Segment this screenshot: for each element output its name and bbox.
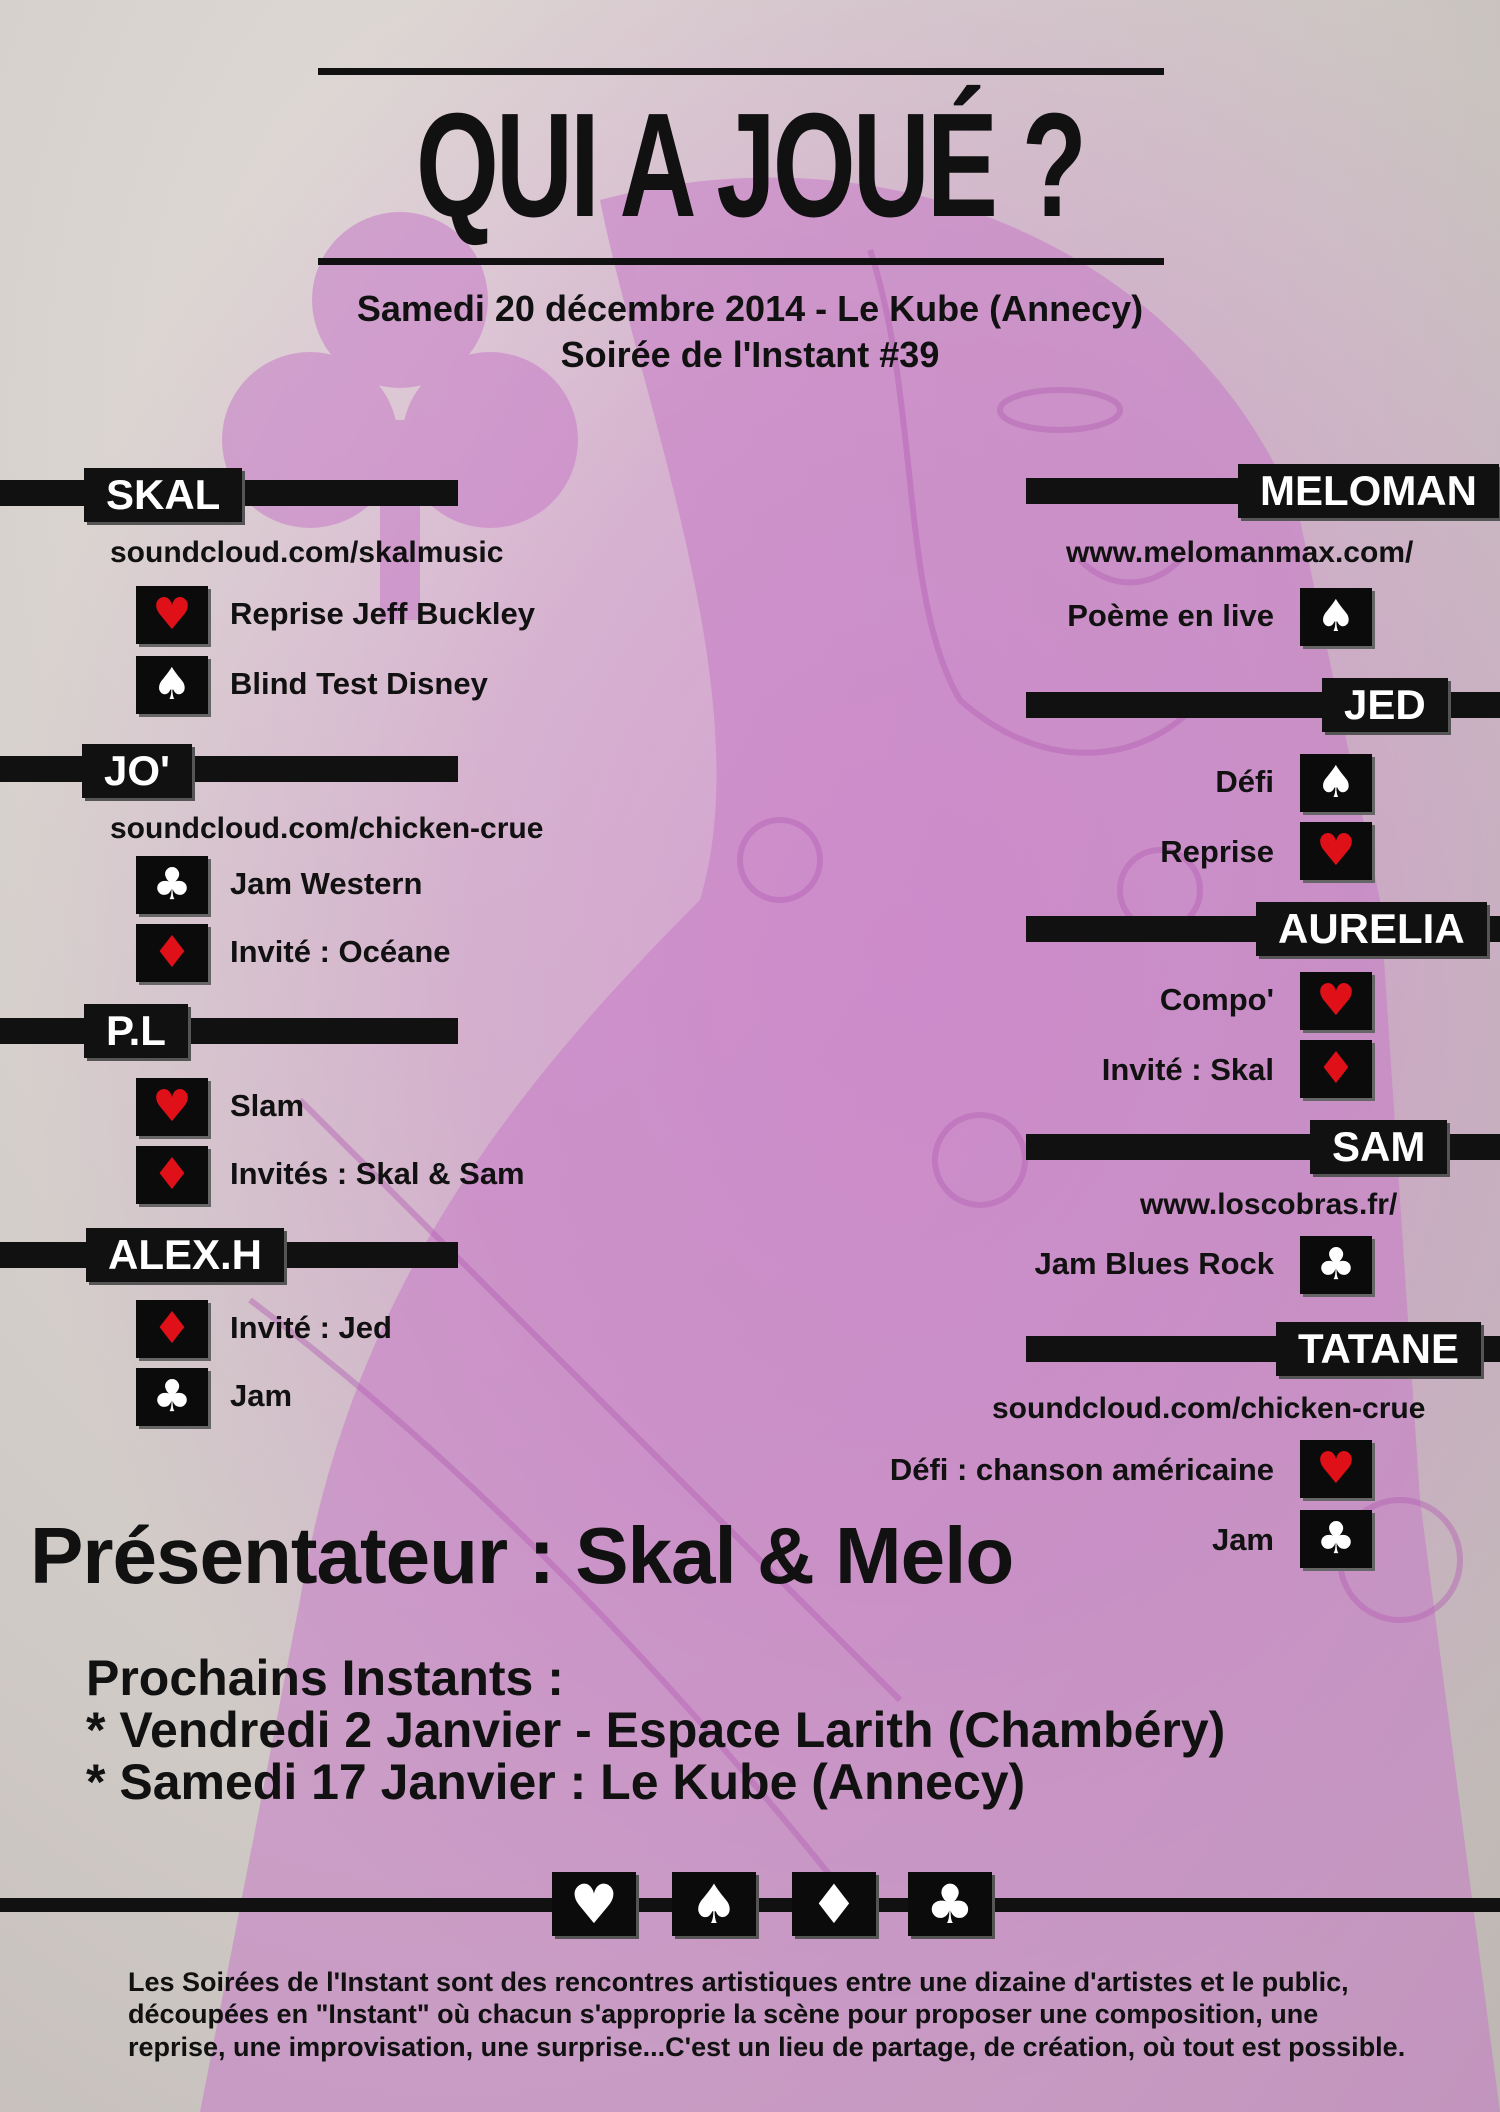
artist-name-meloman: MELOMAN (1238, 464, 1499, 518)
spade-icon: ♠ (1300, 588, 1372, 646)
club-icon: ♣ (908, 1872, 992, 1936)
diamond-icon: ♦ (792, 1872, 876, 1936)
next-events-heading: Prochains Instants : (86, 1650, 564, 1706)
act-label: Blind Test Disney (230, 666, 488, 701)
footer-description: Les Soirées de l'Instant sont des rencon… (128, 1967, 1406, 2062)
artist-link-sam[interactable]: www.loscobras.fr/ (1140, 1188, 1398, 1221)
spade-icon: ♠ (1300, 754, 1372, 812)
club-icon: ♣ (1300, 1510, 1372, 1568)
diamond-icon: ♦ (136, 924, 208, 982)
artist-link-skal[interactable]: soundcloud.com/skalmusic (110, 536, 504, 569)
artist-link-tatane[interactable]: soundcloud.com/chicken-crue (992, 1392, 1426, 1425)
act-label: Slam (230, 1088, 305, 1123)
spade-icon: ♠ (672, 1872, 756, 1936)
artist-name-jed: JED (1322, 678, 1448, 732)
artist-name-alexh: ALEX.H (86, 1228, 285, 1282)
club-icon: ♣ (136, 1368, 208, 1426)
act-label: Jam (1211, 1522, 1274, 1557)
event-date: Samedi 20 décembre 2014 - Le Kube (Annec… (356, 288, 1144, 329)
next-event-item: * Vendredi 2 Janvier - Espace Larith (Ch… (86, 1702, 1226, 1758)
act-label: Défi (1215, 764, 1274, 799)
event-edition: Soirée de l'Instant #39 (560, 334, 940, 375)
artist-bar (0, 1018, 458, 1044)
heart-icon: ♥ (552, 1872, 636, 1936)
act-label: Reprise (1160, 834, 1274, 869)
diamond-icon: ♦ (136, 1146, 208, 1204)
artist-name-sam: SAM (1310, 1120, 1448, 1174)
act-label: Défi : chanson américaine (889, 1452, 1274, 1487)
heart-icon: ♥ (1300, 822, 1372, 880)
artist-bar (0, 756, 458, 782)
artist-link-jo[interactable]: soundcloud.com/chicken-crue (110, 812, 544, 845)
club-icon: ♣ (1300, 1236, 1372, 1294)
heart-icon: ♥ (1300, 972, 1372, 1030)
artist-name-tatane: TATANE (1276, 1322, 1481, 1376)
act-label: Compo' (1159, 982, 1274, 1017)
act-label: Reprise Jeff Buckley (230, 596, 535, 631)
diamond-icon: ♦ (136, 1300, 208, 1358)
artist-name-jo: JO' (82, 744, 193, 798)
heart-icon: ♥ (136, 1078, 208, 1136)
artist-name-pl: P.L (84, 1004, 188, 1058)
act-label: Jam Western (230, 866, 423, 901)
act-label: Invité : Skal (1101, 1052, 1274, 1087)
act-label: Invité : Océane (230, 934, 451, 969)
act-label: Invités : Skal & Sam (230, 1156, 525, 1191)
header-top-rule (318, 68, 1164, 75)
artist-link-meloman[interactable]: www.melomanmax.com/ (1066, 536, 1414, 569)
act-label: Poème en live (1067, 598, 1274, 633)
diamond-icon: ♦ (1300, 1040, 1372, 1098)
header-bottom-rule (318, 258, 1164, 265)
act-label: Jam (230, 1378, 293, 1413)
act-label: Jam Blues Rock (1034, 1246, 1275, 1281)
heart-icon: ♥ (136, 586, 208, 644)
artist-name-skal: SKAL (84, 468, 243, 522)
artist-name-aurelia: AURELIA (1256, 902, 1487, 956)
spade-icon: ♠ (136, 656, 208, 714)
presenter-line: Présentateur : Skal & Melo (30, 1511, 1014, 1600)
act-label: Invité : Jed (230, 1310, 392, 1345)
next-event-item: * Samedi 17 Janvier : Le Kube (Annecy) (86, 1754, 1026, 1810)
club-icon: ♣ (136, 856, 208, 914)
page-title: QUI A JOUÉ ? (415, 83, 1087, 248)
heart-icon: ♥ (1300, 1440, 1372, 1498)
